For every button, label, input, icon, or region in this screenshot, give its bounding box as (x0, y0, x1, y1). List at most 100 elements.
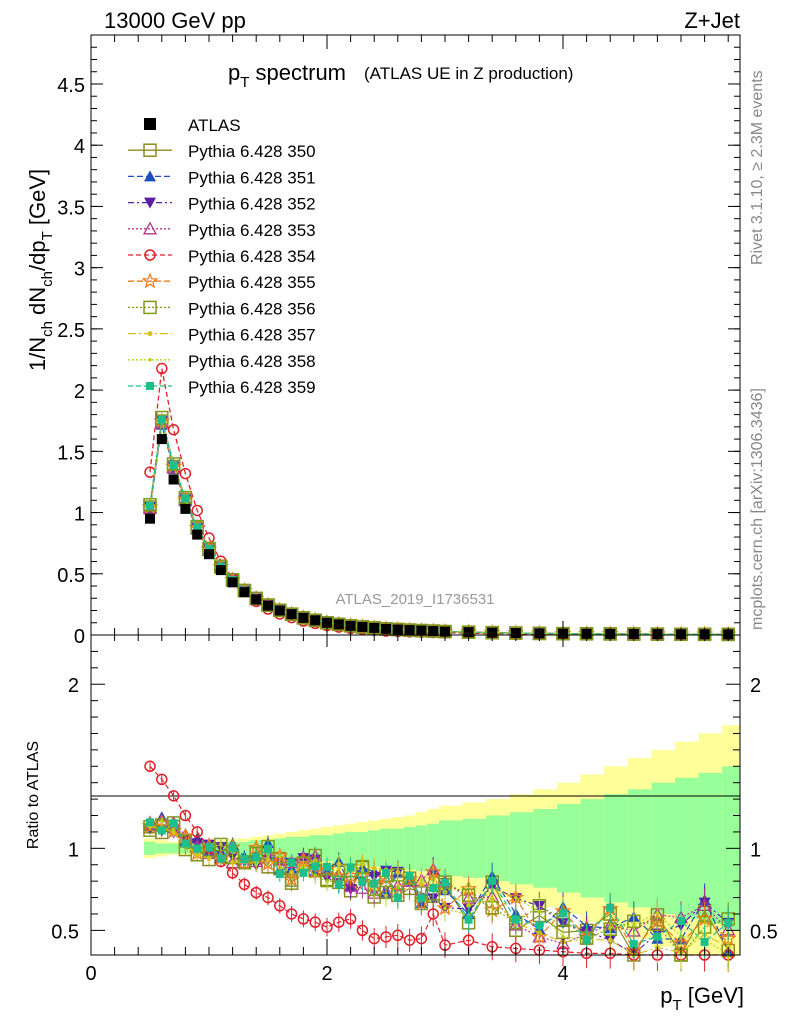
legend-label-6: Pythia 6.428 356 (188, 299, 316, 318)
ratio-point-8 (632, 922, 636, 927)
ratio-point-9 (169, 819, 178, 828)
mcplots-label: mcplots.cern.ch [arXiv:1306.3436] (749, 388, 766, 630)
main-y-tick-label: 0.5 (57, 565, 85, 587)
ratio-point-9 (205, 843, 213, 852)
band-inner (356, 831, 369, 865)
ratio-point-4 (462, 934, 475, 946)
ratio-point-9 (311, 862, 320, 871)
ratio-point-9 (181, 839, 190, 848)
ratio-point-7 (230, 859, 236, 865)
data-point (298, 612, 309, 623)
legend-label-5: Pythia 6.428 355 (188, 273, 316, 292)
legend-label-9: Pythia 6.428 359 (188, 378, 316, 397)
mc-point-4 (167, 423, 180, 436)
band-inner (486, 815, 510, 882)
legend-label-7: Pythia 6.428 357 (188, 326, 316, 345)
band-inner (144, 841, 156, 855)
ratio-point-8 (360, 869, 365, 873)
band-inner (439, 820, 463, 877)
ratio-point-4 (167, 790, 180, 802)
legend-marker-8 (148, 358, 152, 362)
band-inner (332, 833, 345, 864)
data-point (227, 577, 238, 588)
title-sub: T (240, 74, 249, 91)
data-point (168, 474, 179, 485)
ratio-y-label: Ratio to ATLAS (25, 741, 42, 849)
ratio-point-7 (395, 869, 401, 875)
rivet-label: Rivet 3.1.10, ≥ 2.3M events (749, 70, 766, 265)
ratio-y-tick-label: 0.5 (51, 921, 79, 943)
ratio-point-4 (356, 924, 369, 937)
ratio-point-4 (333, 916, 345, 928)
band-inner (533, 808, 557, 888)
data-point (310, 615, 321, 626)
data-point (404, 625, 415, 636)
ratio-point-9 (441, 878, 449, 887)
ratio-point-9 (382, 869, 390, 878)
mc-point-4 (156, 362, 168, 375)
mc-point-6 (166, 457, 181, 471)
ratio-line-6 (149, 822, 729, 956)
ratio-point-4 (179, 809, 192, 822)
ratio-point-9 (724, 918, 733, 927)
ratio-point-4 (415, 932, 428, 945)
ratio-curves (141, 760, 737, 972)
ratio-point-9 (216, 854, 225, 863)
x-tick-label: 2 (321, 963, 332, 985)
main-y-tick-label: 4.5 (57, 75, 85, 97)
legend: ATLAS Pythia 6.428 350 Pythia 6.428 351 Pyt… (128, 116, 316, 397)
ratio-point-9 (653, 932, 662, 941)
mc-point-9 (205, 544, 213, 553)
ratio-point-4 (392, 929, 404, 942)
x-ticks: 0 2 4 (85, 35, 729, 985)
legend-label-8: Pythia 6.428 358 (188, 352, 316, 371)
x-axis-label: pT [GeV] (660, 983, 744, 1014)
main-y-tick-label: 3 (74, 259, 85, 281)
ratio-point-8 (419, 878, 424, 882)
title-p: p (228, 60, 240, 85)
ratio-point-9 (535, 921, 544, 930)
ratio-point-4 (297, 913, 310, 925)
data-point (145, 513, 155, 524)
legend-label-atlas: ATLAS (188, 116, 241, 135)
ratio-point-8 (278, 854, 282, 859)
ratio-point-4 (262, 891, 274, 904)
ratio-y-ticks: 0.5 0.5 1 1 2 2 (51, 650, 778, 943)
band-inner (651, 782, 675, 914)
main-y-tick-label: 2 (74, 381, 85, 403)
ratio-y-tick-label-right: 0.5 (750, 921, 778, 943)
band-inner (155, 843, 168, 854)
legend-marker-4 (144, 249, 156, 261)
data-point (192, 529, 203, 540)
data-point (263, 600, 273, 611)
ratio-point-9 (370, 879, 379, 888)
main-y-tick-label: 1 (74, 504, 85, 526)
data-point (357, 621, 368, 632)
ratio-point-9 (358, 877, 367, 886)
band-inner (675, 777, 699, 919)
ratio-point-9 (228, 843, 237, 852)
ratio-point-4 (156, 773, 168, 786)
ratio-point-9 (405, 871, 414, 880)
ratio-point-8 (561, 934, 565, 939)
band-inner (604, 794, 628, 903)
mc-point-9 (181, 494, 190, 503)
main-y-tick-label: 4 (74, 136, 85, 158)
data-point (369, 622, 380, 633)
ratio-point-4 (380, 931, 392, 943)
ratio-point-9 (193, 844, 202, 853)
band-inner (509, 812, 534, 885)
ratio-point-9 (606, 903, 615, 912)
legend-marker-9 (146, 382, 154, 390)
ratio-point-9 (299, 868, 308, 877)
data-point (204, 549, 214, 560)
data-point (251, 594, 262, 605)
ratio-point-9 (275, 869, 284, 878)
data-point (428, 626, 439, 637)
legend-marker-6 (143, 300, 157, 315)
legend-marker-3 (142, 221, 158, 235)
ratio-point-9 (417, 894, 426, 903)
legend-label-2: Pythia 6.428 352 (188, 195, 316, 214)
data-point (180, 503, 191, 514)
